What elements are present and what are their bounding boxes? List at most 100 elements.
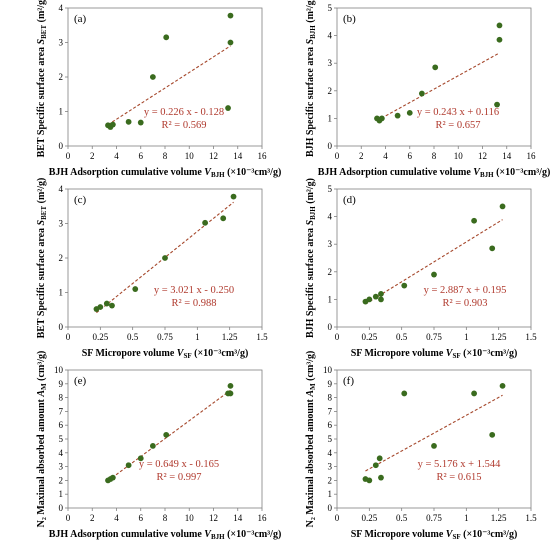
data-point bbox=[103, 300, 110, 307]
panel-label: (d) bbox=[343, 194, 356, 206]
r-squared: R² = 0.657 bbox=[436, 120, 481, 131]
x-axis-label: SF Micropore volume VSF​ (×10⁻³cm³/g) bbox=[82, 348, 249, 360]
y-tick-label: 7 bbox=[59, 406, 64, 416]
panel-label: (a) bbox=[74, 13, 87, 25]
x-tick-label: 16 bbox=[258, 513, 268, 523]
x-tick-label: 1 bbox=[464, 332, 469, 342]
data-point bbox=[137, 119, 144, 126]
x-tick-label: 1.5 bbox=[525, 513, 537, 523]
x-axis-label: SF Micropore volume VSF​ (×10⁻³cm³/g) bbox=[351, 348, 518, 360]
r-squared: R² = 0.988 bbox=[172, 298, 217, 309]
y-tick-label: 10 bbox=[323, 365, 333, 375]
chart-panel-6: 0 0.25 0.5 0.75 1 1.25 1.5 0 1 2 3 4 5 6 7 8 9 10 (f) y = 5… bbox=[305, 351, 537, 541]
y-tick-label: 9 bbox=[328, 379, 333, 389]
y-tick-label: 7 bbox=[328, 406, 333, 416]
x-tick-label: 1 bbox=[464, 513, 469, 523]
x-tick-label: 6 bbox=[139, 151, 144, 161]
trend-line bbox=[365, 394, 503, 472]
trend-equation: y = 3.021 x - 0.250 bbox=[154, 285, 234, 296]
y-tick-label: 5 bbox=[328, 184, 333, 194]
x-tick-label: 10 bbox=[185, 513, 195, 523]
y-tick-label: 4 bbox=[59, 448, 64, 458]
plot-frame bbox=[336, 369, 532, 509]
y-tick-label: 2 bbox=[328, 475, 333, 485]
x-tick-label: 6 bbox=[408, 151, 413, 161]
x-tick-label: 0 bbox=[66, 151, 71, 161]
x-axis-label: BJH Adsorption cumulative volume VBJH​ (… bbox=[49, 529, 282, 541]
y-tick-label: 8 bbox=[328, 393, 333, 403]
trend-equation: y = 2.887 x + 0.195 bbox=[424, 285, 507, 296]
y-tick-label: 3 bbox=[328, 462, 333, 472]
x-tick-label: 0.25 bbox=[361, 513, 377, 523]
y-tick-label: 0 bbox=[59, 141, 64, 151]
plot-frame bbox=[336, 188, 532, 328]
y-tick-label: 1 bbox=[59, 288, 64, 298]
data-point bbox=[376, 455, 383, 462]
data-point bbox=[378, 474, 384, 481]
y-tick-label: 9 bbox=[59, 379, 64, 389]
y-tick-label: 0 bbox=[328, 503, 333, 513]
y-tick-label: 2 bbox=[59, 253, 64, 263]
x-tick-label: 0.75 bbox=[157, 332, 173, 342]
x-tick-label: 8 bbox=[432, 151, 437, 161]
data-point bbox=[378, 290, 384, 297]
y-tick-label: 1 bbox=[328, 489, 333, 499]
trend-equation: y = 0.649 x - 0.165 bbox=[139, 459, 219, 470]
x-tick-label: 0.75 bbox=[426, 332, 442, 342]
data-point bbox=[109, 474, 116, 481]
y-tick-label: 0 bbox=[328, 322, 333, 332]
data-point bbox=[202, 219, 208, 226]
data-point bbox=[489, 245, 496, 252]
data-point bbox=[372, 462, 379, 469]
y-tick-label: 0 bbox=[59, 503, 64, 513]
y-axis-label: BJH Specific surface area SBJH​ (m²/g) bbox=[305, 0, 317, 157]
r-squared: R² = 0.903 bbox=[443, 298, 488, 309]
chart-panel-3: 0 0.25 0.5 0.75 1 1.25 1.5 0 1 2 3 4 (c) y = 3.021 x … bbox=[36, 178, 268, 360]
data-point bbox=[125, 462, 132, 469]
x-tick-label: 2 bbox=[90, 151, 95, 161]
data-point bbox=[97, 304, 104, 310]
y-axis-label: BET Specific surface area SBET​ (m²/g) bbox=[36, 0, 48, 157]
y-tick-label: 3 bbox=[59, 462, 64, 472]
x-tick-label: 0.25 bbox=[92, 332, 108, 342]
trend-line bbox=[96, 201, 234, 314]
x-tick-label: 1.5 bbox=[256, 332, 268, 342]
data-point bbox=[394, 112, 401, 119]
y-tick-label: 6 bbox=[328, 420, 333, 430]
y-tick-label: 4 bbox=[59, 3, 64, 13]
x-tick-label: 1.25 bbox=[222, 332, 238, 342]
data-point bbox=[471, 390, 477, 397]
y-tick-label: 5 bbox=[328, 3, 333, 13]
y-tick-label: 0 bbox=[328, 141, 333, 151]
x-axis-label: BJH Adsorption cumulative volume VBJH​ (… bbox=[49, 167, 282, 179]
data-point bbox=[220, 215, 227, 222]
y-tick-label: 4 bbox=[328, 448, 333, 458]
y-axis-label: BET Specific surface area SBET​ (m²/g) bbox=[36, 178, 48, 339]
data-point bbox=[401, 282, 408, 289]
data-point bbox=[401, 390, 408, 397]
data-point bbox=[496, 22, 503, 29]
x-tick-label: 14 bbox=[233, 513, 243, 523]
data-point bbox=[431, 271, 437, 278]
x-tick-label: 1.25 bbox=[491, 332, 507, 342]
trend-line bbox=[376, 52, 500, 122]
data-point bbox=[137, 455, 144, 462]
data-point bbox=[432, 64, 439, 71]
data-point bbox=[225, 105, 231, 111]
data-point bbox=[227, 39, 234, 46]
data-point bbox=[366, 296, 373, 303]
x-tick-label: 0 bbox=[66, 332, 71, 342]
x-tick-label: 0.75 bbox=[426, 513, 442, 523]
x-tick-label: 8 bbox=[163, 151, 168, 161]
y-tick-label: 3 bbox=[328, 239, 333, 249]
data-point bbox=[372, 293, 379, 300]
data-point bbox=[227, 390, 234, 397]
data-point bbox=[230, 193, 237, 200]
y-tick-label: 6 bbox=[59, 420, 64, 430]
r-squared: R² = 0.615 bbox=[437, 472, 482, 483]
data-point bbox=[109, 302, 115, 309]
x-tick-label: 10 bbox=[454, 151, 464, 161]
data-point bbox=[227, 12, 234, 19]
